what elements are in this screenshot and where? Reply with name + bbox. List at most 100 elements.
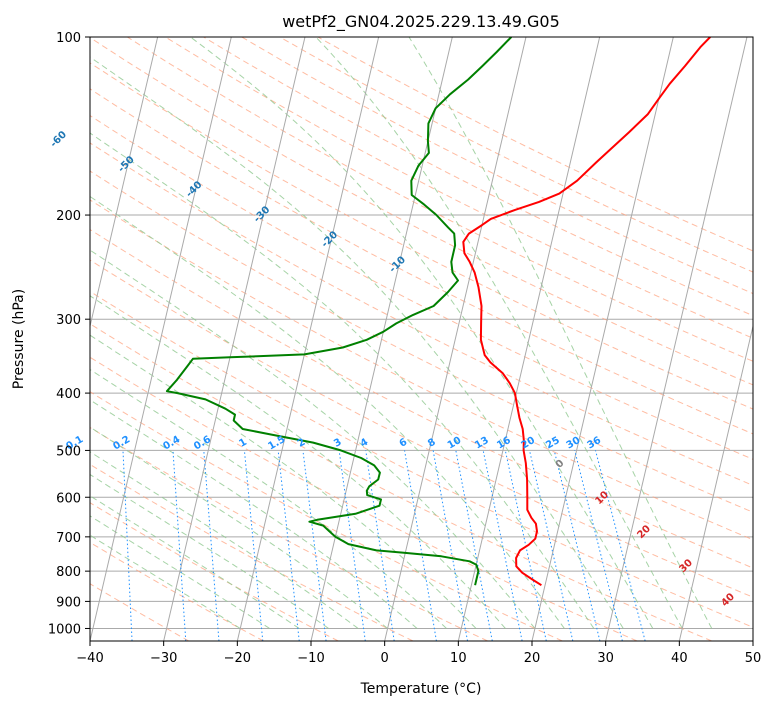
series-lines — [165, 37, 711, 587]
isotherm-label: -20 — [320, 229, 341, 250]
mixing-ratio-line — [404, 450, 437, 641]
isotherm-label: -30 — [252, 204, 273, 225]
dry-adiabat-line — [90, 463, 414, 641]
mixing-ratio-label: 0.6 — [192, 434, 213, 452]
y-tick-label: 1000 — [48, 622, 81, 637]
isotherm-line — [678, 323, 753, 641]
isotherm-line — [90, 37, 159, 329]
moist-adiabat-line — [90, 473, 329, 629]
y-axis-ticks: 100 200 300 400 500 600 700 800 900 1000 — [48, 31, 90, 637]
moist-adiabat-line — [90, 534, 241, 629]
x-tick-label: 40 — [671, 651, 688, 666]
moist-adiabat-line — [90, 399, 418, 629]
moist-adiabat-line — [90, 56, 624, 629]
mixing-ratio-label: 2 — [296, 437, 308, 450]
moist-adiabat-line — [90, 426, 388, 629]
mixing-ratio-label: 0.4 — [161, 434, 182, 452]
dry-adiabat-line — [90, 426, 488, 641]
mixing-ratio-line — [553, 450, 601, 641]
x-tick-label: −10 — [297, 651, 324, 666]
mixing-ratio-label: 8 — [426, 437, 438, 450]
isotherm-labels: -100-90-80-70-60-50-40-30-20-10 — [0, 104, 408, 276]
isotherm-label: -40 — [184, 179, 205, 200]
moist-adiabat-line — [90, 368, 447, 629]
dry-adiabat-line — [90, 541, 264, 641]
x-tick-label: 50 — [745, 651, 762, 666]
y-tick-label: 400 — [56, 387, 81, 402]
mixing-ratio-label: 4 — [359, 437, 371, 450]
y-tick-label: 700 — [56, 531, 81, 546]
mixing-ratio-line — [365, 450, 395, 641]
isotherm-line — [0, 37, 10, 641]
mixing-ratio-label: 16 — [495, 435, 513, 452]
x-tick-label: −30 — [150, 651, 177, 666]
dry-adiabat-line — [90, 323, 712, 641]
y-axis-label: Pressure (hPa) — [11, 289, 27, 389]
dry-adiabat-line — [90, 170, 753, 513]
x-tick-label: 0 — [381, 651, 389, 666]
mixing-ratio-label: 20 — [519, 435, 537, 452]
mixing-ratio-line — [574, 450, 623, 641]
x-tick-label: −20 — [224, 651, 251, 666]
mixing-ratio-label: 36 — [585, 435, 603, 452]
dry-adiabat-line — [90, 114, 753, 460]
lifted-label: 40 — [719, 591, 737, 609]
isotherm-label: -50 — [116, 154, 137, 175]
moist-adiabat-line — [408, 37, 713, 629]
dry-adiabat-line — [90, 583, 190, 641]
dry-adiabat-line — [165, 37, 753, 339]
moist-adiabat-line — [315, 37, 683, 629]
mixing-ratio-label: 0.2 — [111, 434, 132, 452]
isotherm-line — [605, 37, 748, 641]
mixing-ratio-labels: 0.1 0.2 0.4 0.6 1 1.5 2 3 4 6 8 10 13 16 20 25 30 36 — [64, 434, 603, 452]
moist-adiabat-line — [90, 515, 270, 629]
moist-adiabat-line — [90, 195, 565, 629]
x-tick-label: −40 — [76, 651, 103, 666]
isotherm-line — [236, 37, 380, 641]
y-tick-label: 900 — [56, 595, 81, 610]
dry-adiabat-line — [90, 37, 753, 386]
dry-adiabat-line — [203, 37, 753, 317]
mixing-ratio-label: 6 — [398, 437, 410, 450]
y-tick-label: 500 — [56, 444, 81, 459]
moist-adiabat-line — [90, 295, 506, 629]
dewpoint-line — [165, 37, 513, 586]
dry-adiabat-line — [90, 356, 638, 641]
chart-title: wetPf2_GN04.2025.229.13.49.G05 — [282, 12, 560, 32]
isotherm-label: -70 — [0, 104, 1, 125]
mixing-ratio-line — [172, 450, 187, 641]
mixing-ratio-line — [455, 450, 493, 641]
moist-adiabat-line — [90, 451, 359, 629]
lifted-label: 0 — [554, 458, 567, 471]
y-tick-label: 600 — [56, 491, 81, 506]
dry-adiabat-line — [90, 142, 753, 486]
mixing-ratio-line — [529, 450, 574, 641]
y-tick-label: 300 — [56, 313, 81, 328]
mixing-ratio-label: 3 — [332, 437, 344, 450]
isotherm-label: -10 — [387, 255, 408, 276]
x-axis-label: Temperature (°C) — [360, 681, 482, 697]
moist-adiabat-line — [90, 249, 536, 629]
mixing-ratio-label: 1 — [237, 437, 249, 450]
mixing-ratio-line — [302, 450, 327, 641]
isotherm-line — [384, 37, 527, 641]
dry-adiabat-line — [90, 502, 339, 641]
dry-adiabat-line — [90, 228, 753, 569]
temperature-line — [462, 37, 711, 587]
x-axis-ticks: −40 −30 −20 −10 0 10 20 30 40 50 — [76, 641, 761, 666]
lifted-label: 20 — [635, 523, 653, 541]
x-tick-label: 10 — [450, 651, 467, 666]
lifted-label: 30 — [677, 557, 695, 575]
isotherm-line — [90, 37, 232, 641]
mixing-ratio-label: 13 — [473, 435, 491, 452]
mixing-ratio-label: 10 — [446, 435, 464, 452]
isotherm-line — [163, 37, 306, 641]
mixing-ratio-line — [595, 450, 646, 641]
dry-adiabat-line — [90, 259, 753, 598]
isotherm-line — [531, 37, 674, 641]
x-tick-label: 20 — [524, 651, 541, 666]
moist-adiabat-line — [90, 495, 300, 629]
y-tick-label: 800 — [56, 565, 81, 580]
